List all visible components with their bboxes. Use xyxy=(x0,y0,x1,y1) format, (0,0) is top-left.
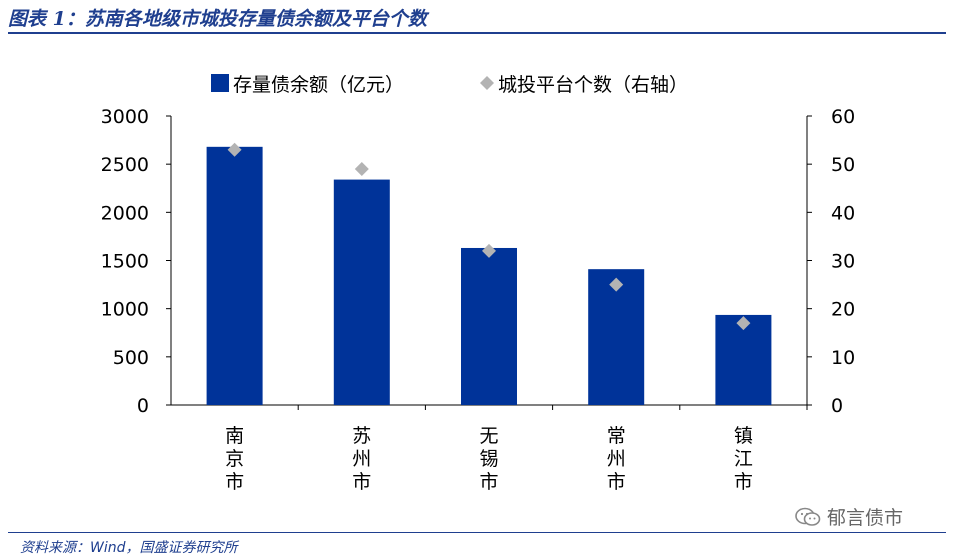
left-tick-label: 0 xyxy=(137,395,149,417)
right-tick-label: 30 xyxy=(831,251,855,273)
category-label: 无锡市 xyxy=(479,425,498,493)
chart: 存量债余额（亿元） 城投平台个数（右轴） 05001000150020002500… xyxy=(101,74,856,493)
category-label: 镇江市 xyxy=(734,425,753,493)
bar xyxy=(461,247,517,405)
marker-series xyxy=(227,142,751,331)
source-note: 资料来源：Wind，国盛证券研究所 xyxy=(20,540,238,556)
left-tick-label: 2500 xyxy=(101,154,149,176)
category-label: 苏州市 xyxy=(352,425,371,493)
left-tick-label: 2000 xyxy=(101,202,149,224)
watermark: 郁言债市 xyxy=(795,503,903,530)
right-tick-label: 60 xyxy=(831,106,855,128)
right-tick-label: 20 xyxy=(831,299,855,321)
diamond-marker xyxy=(354,161,369,176)
diamond-marker xyxy=(736,316,751,331)
right-tick-label: 40 xyxy=(831,202,855,224)
right-tick-label: 0 xyxy=(831,395,843,417)
diamond-marker xyxy=(482,243,496,258)
category-labels: 南京市 苏州市 无锡市 常州市 镇江市 xyxy=(225,425,753,493)
bar xyxy=(206,146,263,405)
left-tick-label: 500 xyxy=(113,347,149,369)
category-label: 常州市 xyxy=(607,425,626,493)
bar xyxy=(588,269,645,405)
left-tick-label: 3000 xyxy=(101,106,149,128)
diamond-marker xyxy=(227,142,242,157)
category-label: 南京市 xyxy=(225,425,244,493)
figure-title: 图表 1：苏南各地级市城投存量债余额及平台个数 xyxy=(8,8,427,30)
wechat-icon xyxy=(795,507,821,526)
legend-bar-label: 存量债余额（亿元） xyxy=(233,74,404,96)
legend-bar-swatch xyxy=(211,74,229,92)
right-tick-label: 10 xyxy=(831,347,855,369)
left-tick-label: 1500 xyxy=(101,251,149,273)
left-tick-label: 1000 xyxy=(101,299,149,321)
watermark-text: 郁言债市 xyxy=(827,507,904,529)
title-divider xyxy=(8,32,946,34)
legend-diamond-label: 城投平台个数（右轴） xyxy=(498,74,688,96)
bar xyxy=(333,179,390,405)
diamond-marker xyxy=(609,277,624,292)
legend-diamond-swatch xyxy=(480,76,494,90)
footer-divider xyxy=(8,532,946,533)
right-tick-label: 50 xyxy=(831,154,855,176)
bar-series xyxy=(206,146,772,405)
legend: 存量债余额（亿元） 城投平台个数（右轴） xyxy=(211,74,688,96)
axes: 0 500 1000 1500 2000 2500 3000 0 10 20 30 40 50 60 xyxy=(101,106,856,417)
